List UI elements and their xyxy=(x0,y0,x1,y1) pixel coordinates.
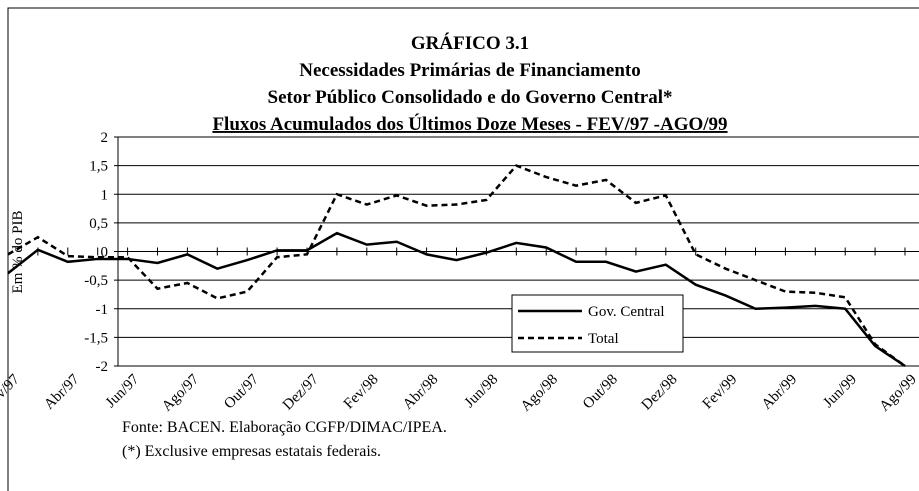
chart-title: GRÁFICO 3.1 xyxy=(411,32,529,54)
legend-label: Total xyxy=(588,331,619,347)
legend-label: Gov. Central xyxy=(588,304,665,320)
legend-box xyxy=(511,294,684,353)
y-tick-label: 1 xyxy=(101,187,109,203)
y-tick-label: 2 xyxy=(101,130,109,146)
y-axis-label: Em % do PIB xyxy=(10,211,26,294)
y-tick-label: -1 xyxy=(96,302,109,318)
source-note: Fonte: BACEN. Elaboração CGFP/DIMAC/IPEA… xyxy=(122,419,447,436)
chart-subtitle: Necessidades Primárias de Financiamento xyxy=(299,60,640,81)
y-tick-label: -2 xyxy=(96,359,109,375)
chart-frame xyxy=(7,7,919,491)
chart-subtitle: Fluxos Acumulados dos Últimos Doze Meses… xyxy=(212,113,727,135)
series-line xyxy=(7,231,906,368)
chart-subtitle: Setor Público Consolidado e do Governo C… xyxy=(268,87,673,108)
y-tick-label: -0,5 xyxy=(84,273,108,289)
y-tick-label: 0 xyxy=(101,245,109,261)
y-tick-label: 0,5 xyxy=(89,216,108,232)
footnote: (*) Exclusive empresas estatais federais… xyxy=(122,443,381,460)
series-line xyxy=(7,164,906,368)
y-tick-label: 1,5 xyxy=(89,159,108,175)
y-tick-label: -1,5 xyxy=(84,330,108,346)
